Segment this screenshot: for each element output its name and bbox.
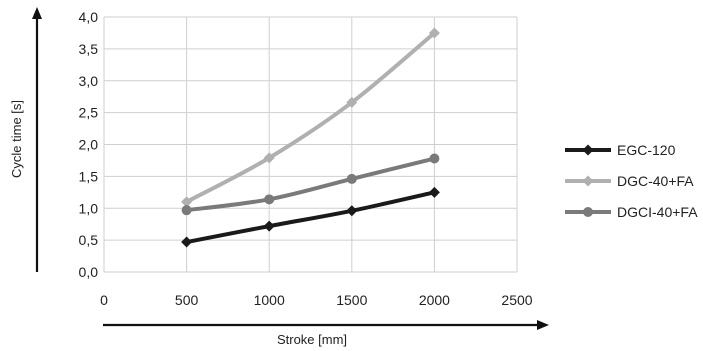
legend-label: DGCI-40+FA [617,204,698,220]
series-layer [181,27,440,248]
legend-item: EGC-120 [565,142,676,158]
data-point [181,205,192,216]
x-tick-label: 0 [100,292,108,308]
x-tick-label: 2000 [419,292,450,308]
legend-marker [582,144,594,156]
data-point [428,27,440,39]
y-tick-label: 2,0 [79,137,99,153]
y-tick-label: 0,0 [79,264,99,280]
y-tick-label: 1,0 [79,200,99,216]
legend-marker [583,207,593,217]
data-point [264,194,275,205]
legend-item: DGCI-40+FA [565,204,698,220]
legend-item: DGC-40+FA [565,173,694,189]
y-tick-label: 3,5 [79,41,99,57]
y-tick-label: 2,5 [79,105,99,121]
data-point [181,236,193,248]
series-line [184,30,437,204]
y-tick-label: 3,0 [79,73,99,89]
data-point [263,220,275,232]
data-point [429,153,440,164]
data-point [428,186,440,198]
data-point [346,96,358,108]
series-egc-120 [181,186,440,248]
grid-lines [103,16,518,273]
x-tick-label: 1000 [254,292,285,308]
data-point [346,205,358,217]
tick-labels: 0,0 0,5 1,0 1,5 2,0 2,5 3,0 3,5 4,0 0 500 1000 1500 2… [79,9,533,308]
legend-marker [582,175,594,187]
series-line [184,190,437,245]
series-dgc-40-fa [181,27,440,208]
data-point [263,152,275,164]
x-tick-label: 1500 [336,292,367,308]
x-axis-title: Stroke [mm] [277,332,347,347]
x-axis-arrowhead [537,320,549,330]
legend: EGC-120 DGC-40+FA DGCI-40+FA [565,142,698,220]
x-tick-label: 500 [175,292,199,308]
data-point [346,173,357,184]
y-tick-label: 1,5 [79,168,99,184]
legend-label: EGC-120 [617,142,676,158]
y-axis-title: Cycle time [s] [9,100,24,178]
y-tick-label: 4,0 [79,9,99,25]
series-dgci-40-fa [181,153,440,216]
legend-label: DGC-40+FA [617,173,694,189]
data-point [181,196,193,208]
y-tick-label: 0,5 [79,232,99,248]
series-line [184,156,437,213]
x-tick-label: 2500 [501,292,532,308]
y-axis-arrowhead [32,7,42,19]
